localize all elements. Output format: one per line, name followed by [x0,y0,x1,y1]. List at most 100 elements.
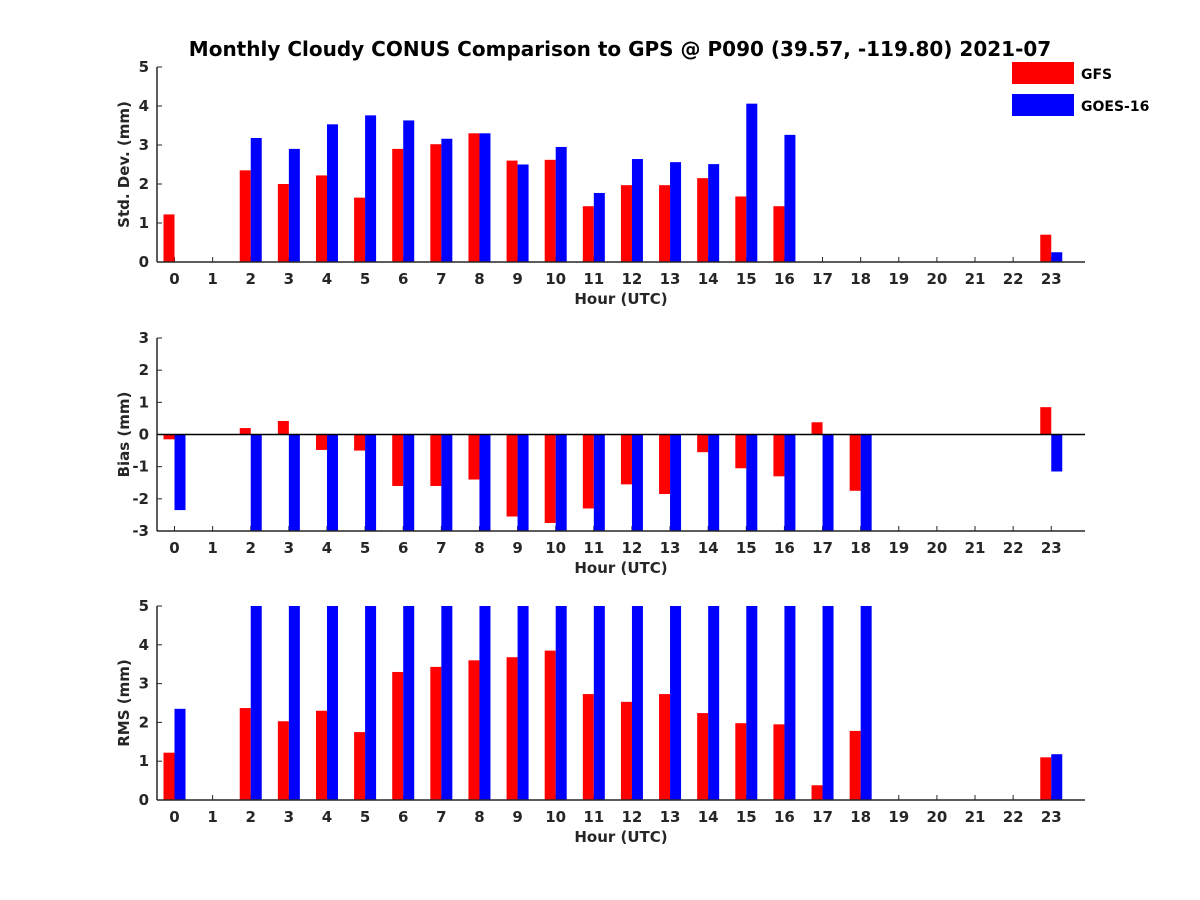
legend: GFS GOES-16 [1012,62,1149,116]
bar-gfs-hour-4 [315,710,327,800]
x-tick-label: 7 [436,808,446,826]
x-tick-label: 2 [246,808,256,826]
x-tick-label: 17 [812,270,833,288]
bar-gfs-hour-0 [163,752,175,800]
x-tick-label: 11 [583,808,604,826]
bar-goes16-hour-0 [174,708,186,800]
x-axis-label: Hour (UTC) [574,559,667,577]
bar-goes16-hour-8 [479,606,491,800]
bar-gfs-hour-14 [697,713,709,800]
bar-gfs-hour-10 [544,434,556,523]
x-tick-label: 17 [812,539,833,557]
chart-title: Monthly Cloudy CONUS Comparison to GPS @… [189,37,1051,61]
bar-goes16-hour-14 [708,434,720,531]
bar-gfs-hour-17 [811,422,823,435]
x-tick-label: 4 [322,808,332,826]
x-tick-label: 9 [512,808,522,826]
bar-goes16-hour-12 [631,159,643,262]
legend-label-gfs: GFS [1081,67,1112,83]
bar-gfs-hour-3 [277,184,289,262]
y-tick-label: 2 [139,713,149,731]
bar-gfs-hour-2 [239,428,251,435]
bar-goes16-hour-8 [479,434,491,531]
bar-goes16-hour-3 [288,434,300,531]
bar-goes16-hour-23 [1051,434,1063,472]
bar-gfs-hour-2 [239,708,251,800]
bar-gfs-hour-11 [582,694,594,800]
x-tick-label: 8 [474,808,484,826]
bar-goes16-hour-0 [174,434,186,511]
bar-gfs-hour-23 [1040,757,1052,800]
bar-goes16-hour-14 [708,606,720,800]
bar-gfs-hour-12 [620,434,632,485]
bar-gfs-hour-14 [697,178,709,262]
bar-gfs-hour-13 [659,694,671,800]
bar-goes16-hour-7 [441,434,453,531]
bar-goes16-hour-6 [403,434,415,531]
bar-goes16-hour-12 [631,606,643,800]
legend-swatch-goes16 [1012,94,1074,116]
y-axis-label: Std. Dev. (mm) [115,101,133,228]
bar-gfs-hour-5 [354,197,366,262]
legend-label-goes16: GOES-16 [1081,99,1149,115]
x-tick-label: 23 [1041,808,1062,826]
bar-gfs-hour-2 [239,170,251,262]
x-tick-label: 20 [926,808,947,826]
y-tick-label: 2 [139,361,149,379]
bar-gfs-hour-15 [735,723,747,800]
x-tick-label: 21 [965,270,986,288]
bar-gfs-hour-8 [468,133,480,262]
x-axis-label: Hour (UTC) [574,290,667,308]
bar-goes16-hour-9 [517,606,529,800]
y-tick-label: 3 [139,136,149,154]
bar-goes16-hour-14 [708,164,720,262]
x-tick-label: 18 [850,270,871,288]
bar-gfs-hour-5 [354,732,366,800]
bar-gfs-hour-8 [468,660,480,800]
x-tick-label: 4 [322,270,332,288]
x-tick-label: 17 [812,808,833,826]
bar-goes16-hour-2 [250,606,262,800]
y-tick-label: 3 [139,329,149,347]
bar-goes16-hour-8 [479,133,491,262]
x-tick-label: 14 [698,270,719,288]
bar-goes16-hour-4 [326,606,338,800]
bar-goes16-hour-18 [860,434,872,531]
bar-gfs-hour-10 [544,159,556,262]
bar-gfs-hour-9 [506,160,518,262]
bar-goes16-hour-5 [365,434,377,531]
x-tick-label: 15 [736,808,757,826]
x-tick-label: 5 [360,539,370,557]
bar-goes16-hour-17 [822,434,834,531]
x-tick-label: 7 [436,270,446,288]
bar-goes16-hour-9 [517,434,529,531]
x-tick-label: 19 [888,808,909,826]
bar-gfs-hour-8 [468,434,480,480]
bar-gfs-hour-16 [773,206,785,262]
y-tick-label: 1 [139,752,149,770]
y-tick-label: 0 [139,791,149,809]
bar-goes16-hour-2 [250,137,262,262]
bar-gfs-hour-9 [506,434,518,517]
x-tick-label: 6 [398,270,408,288]
bar-goes16-hour-15 [746,606,758,800]
x-tick-label: 14 [698,539,719,557]
x-axis-label: Hour (UTC) [574,828,667,846]
bar-goes16-hour-4 [326,124,338,262]
bar-goes16-hour-2 [250,434,262,531]
bar-goes16-hour-10 [555,146,567,262]
bar-gfs-hour-15 [735,196,747,262]
x-tick-label: 22 [1003,539,1024,557]
bar-goes16-hour-6 [403,606,415,800]
bar-goes16-hour-13 [670,606,682,800]
bar-goes16-hour-10 [555,434,567,531]
x-tick-label: 9 [512,270,522,288]
x-tick-label: 6 [398,808,408,826]
bar-goes16-hour-15 [746,103,758,262]
bar-gfs-hour-16 [773,434,785,477]
bar-gfs-hour-12 [620,185,632,262]
bar-goes16-hour-12 [631,434,643,531]
x-tick-label: 16 [774,270,795,288]
